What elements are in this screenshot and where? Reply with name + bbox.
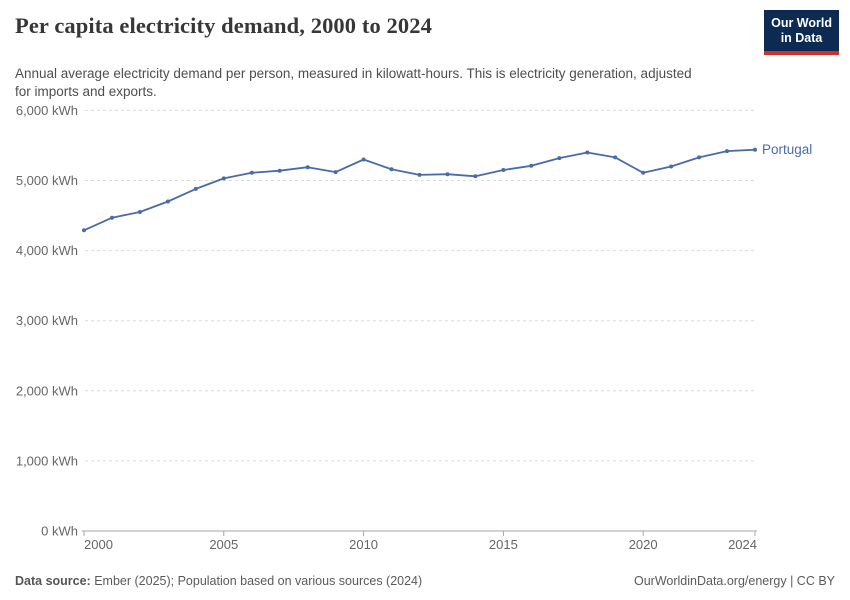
data-point[interactable] — [501, 168, 506, 172]
data-point[interactable] — [529, 163, 534, 168]
x-tick-label: 2010 — [349, 537, 378, 552]
y-tick-label: 1,000 kWh — [16, 453, 78, 468]
credit-link[interactable]: OurWorldinData.org/energy | CC BY — [633, 574, 835, 588]
data-point[interactable] — [585, 150, 590, 155]
data-point[interactable] — [753, 147, 757, 152]
x-tick-label: 2020 — [629, 537, 658, 552]
y-tick-label: 3,000 kWh — [16, 313, 78, 328]
data-source-note: Data source: Ember (2025); Population ba… — [15, 574, 422, 588]
y-tick-label: 0 kWh — [41, 524, 78, 539]
data-source-label: Data source: — [15, 574, 91, 588]
data-point[interactable] — [697, 155, 702, 160]
data-point[interactable] — [473, 174, 478, 179]
series-end-label[interactable]: Portugal — [762, 142, 812, 157]
data-point[interactable] — [669, 164, 674, 169]
data-point[interactable] — [613, 155, 618, 160]
data-point[interactable] — [557, 156, 562, 161]
data-point[interactable] — [137, 210, 142, 214]
owid-logo-line2: in Data — [780, 31, 823, 45]
owid-logo-line1: Our World — [771, 16, 832, 30]
x-tick-label: 2024 — [728, 537, 757, 552]
x-tick-label: 2005 — [209, 537, 238, 552]
data-point[interactable] — [82, 228, 86, 233]
owid-logo: Our World in Data — [764, 10, 839, 55]
chart-subtitle: Annual average electricity demand per pe… — [15, 65, 692, 99]
data-line[interactable] — [83, 148, 756, 232]
y-tick-label: 4,000 kWh — [16, 243, 78, 258]
chart-title: Per capita electricity demand, 2000 to 2… — [15, 13, 432, 38]
data-point[interactable] — [193, 186, 198, 191]
data-point[interactable] — [389, 167, 394, 172]
chart-footer: Data source: Ember (2025); Population ba… — [15, 574, 835, 588]
data-point[interactable] — [333, 170, 338, 175]
y-tick-label: 5,000 kWh — [16, 173, 78, 188]
y-tick-label: 2,000 kWh — [16, 383, 78, 398]
data-point[interactable] — [165, 199, 170, 204]
x-tick-label: 2000 — [84, 537, 113, 552]
data-point[interactable] — [417, 172, 422, 177]
x-tick-label: 2015 — [489, 537, 518, 552]
data-point[interactable] — [277, 168, 282, 173]
data-point[interactable] — [641, 170, 646, 175]
data-point[interactable] — [305, 165, 310, 170]
data-point[interactable] — [361, 157, 366, 162]
data-point[interactable] — [110, 215, 114, 220]
y-tick-label: 6,000 kWh — [16, 103, 78, 118]
data-point[interactable] — [249, 170, 254, 175]
data-point[interactable] — [445, 172, 450, 177]
data-point[interactable] — [725, 149, 729, 154]
data-source-text: Ember (2025); Population based on variou… — [90, 574, 423, 588]
data-point[interactable] — [221, 176, 226, 181]
